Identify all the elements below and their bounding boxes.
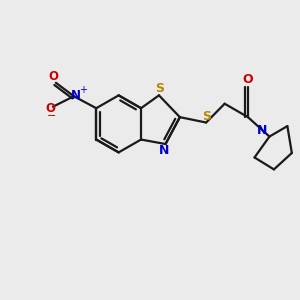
Text: S: S bbox=[155, 82, 164, 95]
Text: +: + bbox=[80, 85, 87, 95]
Text: O: O bbox=[49, 70, 58, 83]
Text: O: O bbox=[45, 102, 55, 115]
Text: N: N bbox=[159, 144, 169, 157]
Text: −: − bbox=[47, 111, 56, 121]
Text: O: O bbox=[243, 73, 253, 86]
Text: N: N bbox=[257, 124, 267, 137]
Text: S: S bbox=[202, 110, 211, 123]
Text: N: N bbox=[71, 89, 81, 102]
